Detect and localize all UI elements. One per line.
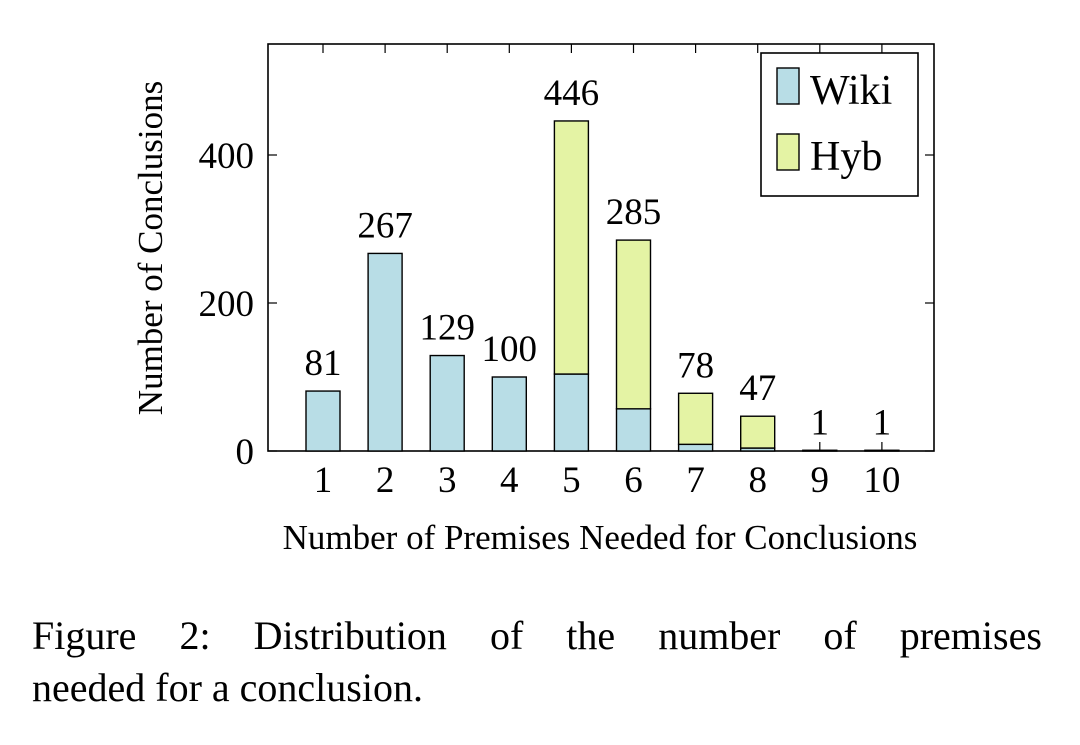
caption-word: of [823,613,857,658]
bar-wiki [491,376,527,452]
x-tick-label: 8 [748,460,767,501]
plot-frame [267,43,935,452]
x-tick-label: 2 [376,460,395,501]
figure-caption: Figure 2: Distribution of the number of premise… [32,610,1042,714]
bar-total-label: 446 [544,73,600,114]
legend-label-wiki: Wiki [810,68,892,114]
caption-line-2: needed for a conclusion. [32,665,423,710]
bar-wiki [367,252,403,452]
bar-total-label: 81 [305,343,342,384]
y-tick-label: 0 [236,432,255,473]
bar-total-label: 1 [811,402,830,443]
x-tick-label: 10 [863,460,900,501]
bar-wiki [553,373,590,452]
legend-swatch-wiki [776,67,800,105]
bar-wiki [305,390,341,452]
bar-total-label: 78 [677,345,714,386]
caption-word: Figure [32,613,137,658]
y-tick-label: 200 [199,284,255,325]
bar-hyb [615,239,652,410]
x-axis-label: Number of Premises Needed for Conclusion… [283,518,918,557]
x-tick-label: 3 [438,460,457,501]
legend-swatch-hyb [776,133,800,171]
x-tick-label: 6 [624,460,643,501]
bar-wiki [615,408,652,452]
caption-word: Distribution [253,613,447,658]
bar-hyb [553,120,590,375]
bar-wiki [864,449,900,452]
x-tick-label: 4 [500,460,519,501]
caption-word: number [658,613,781,658]
bar-wiki [429,354,465,452]
y-tick-label: 400 [199,136,255,177]
y-axis-label: Number of Conclusions [131,81,170,415]
x-tick-label: 7 [686,460,705,501]
caption-word: the [566,613,616,658]
bar-total-label: 129 [419,308,475,349]
bar-total-label: 285 [606,192,662,233]
bar-total-label: 47 [739,368,776,409]
caption-line-1: Figure 2: Distribution of the number of premise… [32,610,1042,662]
x-tick-label: 5 [562,460,581,501]
bar-hyb [677,392,714,446]
bar-wiki [677,443,714,452]
caption-word: premises [899,613,1042,658]
caption-word: 2: [179,613,211,658]
bar-total-label: 1 [873,402,892,443]
bar-wiki [802,449,838,452]
x-tick-label: 1 [314,460,333,501]
legend-label-hyb: Hyb [810,134,882,180]
bar-total-label: 100 [482,329,538,370]
bar-hyb [740,415,776,449]
caption-word: of [489,613,524,658]
x-tick-label: 9 [811,460,830,501]
bar-total-label: 267 [357,205,413,246]
